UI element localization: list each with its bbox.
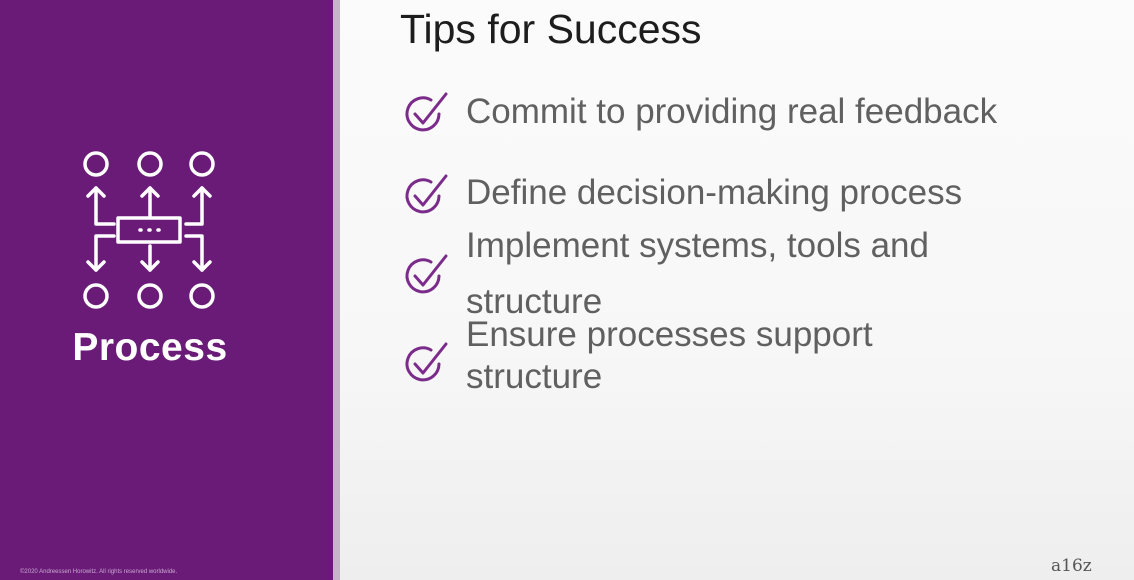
tip-item: Define decision-making process	[466, 173, 963, 212]
brand-logo: a16z	[1051, 556, 1092, 576]
check-circle-icon	[405, 342, 448, 382]
copyright-text: ©2020 Andreessen Horowitz. All rights re…	[20, 569, 178, 575]
check-circle-icon	[405, 254, 448, 294]
content-area	[340, 0, 1134, 580]
panel-divider	[333, 0, 340, 580]
process-flow-icon	[83, 151, 215, 309]
tip-item: Commit to providing real feedback	[466, 92, 998, 131]
check-circle-icon	[405, 174, 448, 214]
tip-item: Implement systems, tools and structure	[466, 226, 929, 321]
section-sidebar: Process ©2020 Andreessen Horowitz. All r…	[0, 0, 333, 580]
tip-item: Ensure processes support structure	[466, 315, 873, 396]
check-circle-icon	[405, 92, 448, 132]
section-label: Process	[72, 326, 228, 369]
slide-title: Tips for Success	[400, 6, 702, 52]
